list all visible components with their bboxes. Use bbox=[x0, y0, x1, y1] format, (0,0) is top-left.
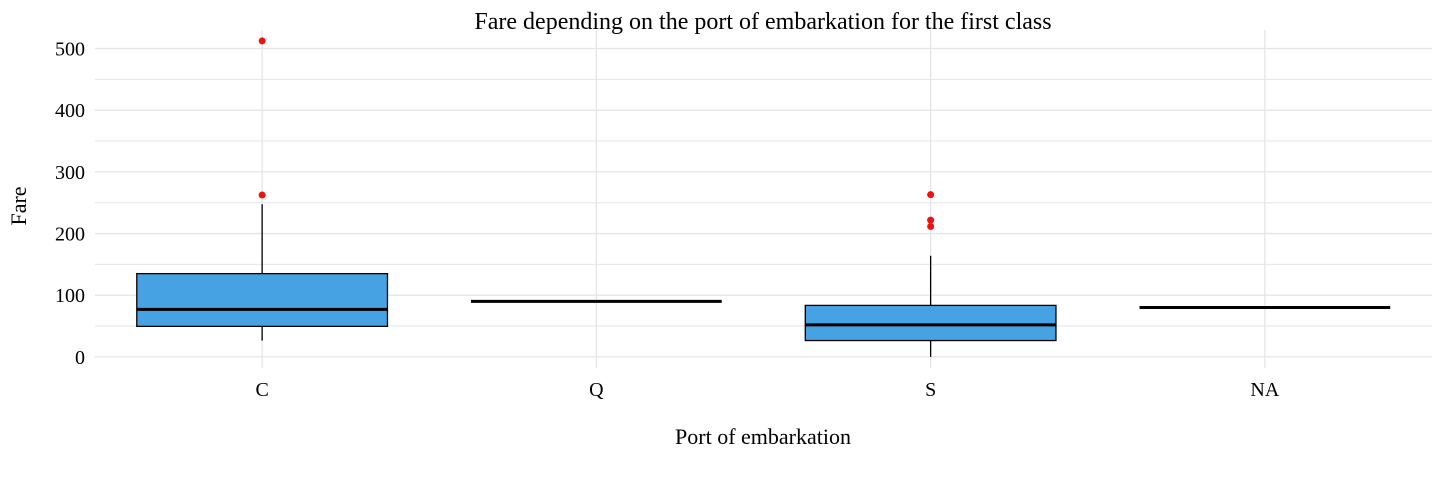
box-s bbox=[804, 191, 1057, 357]
outlier-point bbox=[927, 216, 935, 224]
box-body bbox=[136, 272, 389, 328]
y-tick-label: 300 bbox=[55, 162, 85, 184]
y-tick-label: 0 bbox=[75, 347, 85, 369]
box-series bbox=[136, 37, 1391, 357]
x-tick-label: S bbox=[925, 379, 936, 401]
box-body bbox=[804, 304, 1057, 342]
chart-title: Fare depending on the port of embarkatio… bbox=[474, 9, 1051, 35]
box-c bbox=[136, 37, 389, 341]
y-axis-title: Fare bbox=[6, 186, 31, 225]
outlier-point bbox=[927, 191, 935, 199]
outlier-point bbox=[258, 37, 266, 45]
y-tick-label: 500 bbox=[55, 39, 85, 61]
y-tick-label: 200 bbox=[55, 224, 85, 246]
outlier-point bbox=[927, 222, 935, 230]
outlier-point bbox=[258, 191, 266, 199]
y-tick-labels: 0 100 200 300 400 500 bbox=[55, 39, 85, 369]
x-tick-label: NA bbox=[1250, 379, 1279, 401]
x-tick-labels: C Q S NA bbox=[255, 379, 1279, 401]
x-axis-title: Port of embarkation bbox=[675, 424, 851, 449]
x-tick-label: C bbox=[255, 379, 268, 401]
y-tick-label: 400 bbox=[55, 100, 85, 122]
y-tick-label: 100 bbox=[55, 285, 85, 307]
minor-gridlines bbox=[95, 78, 1432, 327]
x-tick-label: Q bbox=[589, 379, 604, 401]
